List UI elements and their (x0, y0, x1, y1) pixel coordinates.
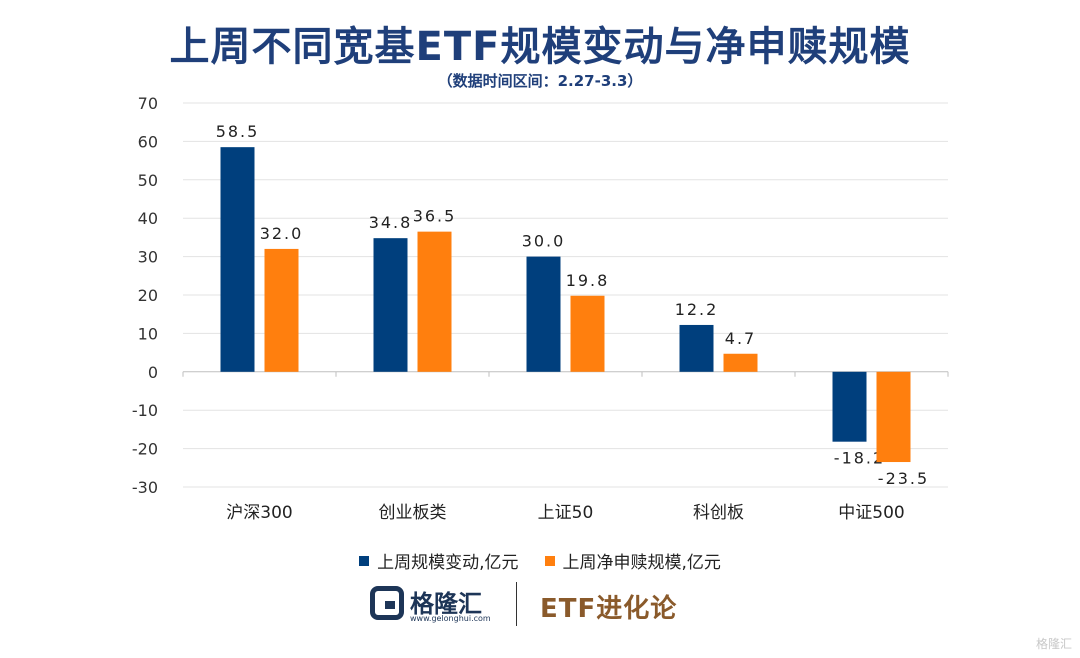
bar (220, 147, 255, 372)
data-label: 32.0 (260, 224, 304, 243)
gelonghui-logo-icon (370, 586, 404, 620)
bar (832, 371, 867, 442)
brand-name: 格隆汇 (410, 590, 482, 618)
legend-swatch-size-change (359, 555, 370, 566)
y-tick-label: 70 (138, 94, 158, 113)
legend-item-size-change: 上周规模变动,亿元 (359, 548, 519, 573)
y-tick-label: -20 (132, 440, 158, 459)
y-tick-label: -30 (132, 478, 158, 497)
data-label: 12.2 (675, 300, 719, 319)
y-tick-label: 60 (138, 132, 158, 151)
y-tick-label: 20 (138, 286, 158, 305)
bar (679, 324, 714, 372)
y-tick-label: 10 (138, 324, 158, 343)
y-tick-label: 30 (138, 248, 158, 267)
column-name: ETF进化论 (540, 594, 678, 624)
bar (526, 256, 561, 372)
chart-title: 上周不同宽基ETF规模变动与净申赎规模 (169, 24, 911, 70)
x-tick-label: 中证500 (838, 503, 904, 523)
data-label: 30.0 (522, 232, 566, 251)
data-label: 34.8 (369, 213, 413, 232)
legend-label-net-flow: 上周净申赎规模,亿元 (562, 553, 721, 573)
chart-subtitle: （数据时间区间：2.27-3.3） (437, 72, 643, 90)
y-tick-label: -10 (132, 401, 158, 420)
legend: 上周规模变动,亿元 上周净申赎规模,亿元 (0, 548, 1080, 573)
bar (876, 371, 911, 463)
bar (417, 231, 452, 372)
footer: 格隆汇 www.gelonghui.com ETF进化论 (0, 582, 1080, 632)
bar (570, 295, 605, 372)
x-tick-label: 沪深300 (226, 503, 292, 523)
bar (264, 248, 299, 372)
legend-item-net-flow: 上周净申赎规模,亿元 (544, 548, 721, 573)
y-tick-label: 40 (138, 209, 158, 228)
footer-divider (516, 582, 517, 626)
bar-chart: 70 60 50 40 30 20 10 0 -10 -20 -30 58.5 32.0 沪深300 34.… (132, 94, 949, 523)
data-label: -23.5 (878, 469, 929, 488)
data-label: 4.7 (725, 329, 756, 348)
x-tick-label: 上证50 (538, 503, 594, 523)
data-label: 19.8 (566, 271, 610, 290)
bar (373, 238, 408, 372)
brand-url: www.gelonghui.com (410, 614, 491, 623)
legend-swatch-net-flow (544, 555, 555, 566)
data-label: 58.5 (216, 122, 260, 141)
watermark: 格隆汇 (1035, 637, 1072, 651)
y-tick-label: 0 (148, 363, 158, 382)
bar (723, 353, 758, 372)
x-tick-label: 创业板类 (379, 503, 447, 523)
data-label: 36.5 (413, 207, 457, 226)
y-tick-label: 50 (138, 171, 158, 190)
legend-label-size-change: 上周规模变动,亿元 (377, 553, 519, 573)
x-tick-label: 科创板 (693, 503, 744, 523)
data-label: -18.2 (834, 449, 885, 468)
